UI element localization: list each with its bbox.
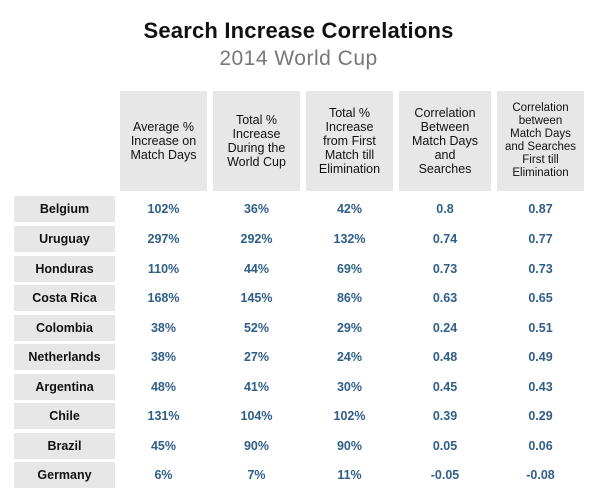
value-cell: 0.29 bbox=[528, 409, 553, 423]
table-row: Brazil 45% 90% 90% 0.05 0.06 bbox=[0, 433, 597, 459]
value-cell: 0.05 bbox=[432, 439, 458, 453]
value-cell: 0.24 bbox=[432, 321, 458, 335]
country-name: Costa Rica bbox=[14, 285, 115, 311]
value-cell: 0.48 bbox=[432, 350, 458, 364]
value-cell: 27% bbox=[243, 350, 270, 364]
value-cell: 44% bbox=[243, 262, 270, 276]
table-row: Costa Rica 168% 145% 86% 0.63 0.65 bbox=[0, 285, 597, 311]
value-cell: 0.73 bbox=[432, 262, 458, 276]
value-cell: 41% bbox=[243, 380, 270, 394]
value-cell: 0.06 bbox=[528, 439, 553, 453]
value-cell: 42% bbox=[336, 202, 363, 216]
column-header-total-increase-world-cup: Total % Increase During the World Cup bbox=[213, 91, 300, 191]
value-cell: 11% bbox=[337, 468, 362, 482]
value-cell: 0.51 bbox=[528, 321, 553, 335]
value-cell: 48% bbox=[150, 380, 177, 394]
table-row: Chile 131% 104% 102% 0.39 0.29 bbox=[0, 403, 597, 429]
value-cell: 292% bbox=[240, 232, 273, 246]
table-row: Uruguay 297% 292% 132% 0.74 0.77 bbox=[0, 226, 597, 252]
value-cell: 30% bbox=[336, 380, 363, 394]
value-cell: 0.74 bbox=[432, 232, 458, 246]
value-cell: 145% bbox=[240, 291, 273, 305]
country-name: Uruguay bbox=[14, 226, 115, 252]
country-name: Chile bbox=[14, 403, 115, 429]
country-name: Colombia bbox=[14, 315, 115, 341]
table-row: Belgium 102% 36% 42% 0.8 0.87 bbox=[0, 196, 597, 222]
value-cell: 90% bbox=[243, 439, 270, 453]
value-cell: 0.8 bbox=[436, 202, 454, 216]
value-cell: 102% bbox=[147, 202, 180, 216]
page-title: Search Increase Correlations bbox=[143, 18, 454, 43]
country-name: Germany bbox=[14, 462, 115, 488]
country-name: Honduras bbox=[14, 256, 115, 282]
value-cell: 38% bbox=[150, 321, 177, 335]
value-cell: -0.08 bbox=[526, 468, 555, 482]
country-name: Belgium bbox=[14, 196, 115, 222]
value-cell: -0.05 bbox=[430, 468, 460, 482]
value-cell: 0.87 bbox=[528, 202, 553, 216]
value-cell: 6% bbox=[154, 468, 173, 482]
column-header-correlation-elimination: Correlation between Match Days and Searc… bbox=[497, 91, 584, 191]
country-name: Argentina bbox=[14, 374, 115, 400]
value-cell: 45% bbox=[150, 439, 177, 453]
value-cell: 0.49 bbox=[528, 350, 553, 364]
value-cell: 52% bbox=[243, 321, 270, 335]
value-cell: 0.45 bbox=[432, 380, 458, 394]
value-cell: 132% bbox=[333, 232, 366, 246]
value-cell: 0.63 bbox=[432, 291, 458, 305]
table-row: Argentina 48% 41% 30% 0.45 0.43 bbox=[0, 374, 597, 400]
value-cell: 0.73 bbox=[528, 262, 553, 276]
table-row: Germany 6% 7% 11% -0.05 -0.08 bbox=[0, 462, 597, 488]
value-cell: 168% bbox=[147, 291, 180, 305]
value-cell: 102% bbox=[333, 409, 366, 423]
value-cell: 24% bbox=[336, 350, 363, 364]
value-cell: 90% bbox=[336, 439, 363, 453]
value-cell: 131% bbox=[147, 409, 180, 423]
value-cell: 0.39 bbox=[432, 409, 458, 423]
value-cell: 7% bbox=[247, 468, 266, 482]
value-cell: 69% bbox=[336, 262, 363, 276]
value-cell: 0.77 bbox=[528, 232, 553, 246]
table-row: Colombia 38% 52% 29% 0.24 0.51 bbox=[0, 315, 597, 341]
table-row: Honduras 110% 44% 69% 0.73 0.73 bbox=[0, 256, 597, 282]
country-name: Brazil bbox=[14, 433, 115, 459]
value-cell: 36% bbox=[243, 202, 270, 216]
value-cell: 0.43 bbox=[528, 380, 553, 394]
column-header-average-increase: Average % Increase on Match Days bbox=[120, 91, 207, 191]
value-cell: 29% bbox=[336, 321, 363, 335]
value-cell: 104% bbox=[240, 409, 273, 423]
column-header-total-increase-elimination: Total % Increase from First Match till E… bbox=[306, 91, 393, 191]
value-cell: 38% bbox=[150, 350, 177, 364]
value-cell: 110% bbox=[147, 262, 180, 276]
value-cell: 86% bbox=[336, 291, 363, 305]
value-cell: 297% bbox=[147, 232, 180, 246]
table-row: Netherlands 38% 27% 24% 0.48 0.49 bbox=[0, 344, 597, 370]
page-subtitle: 2014 World Cup bbox=[219, 47, 378, 70]
column-header-correlation-match-days: Correlation Between Match Days and Searc… bbox=[399, 91, 491, 191]
value-cell: 0.65 bbox=[528, 291, 553, 305]
country-name: Netherlands bbox=[14, 344, 115, 370]
